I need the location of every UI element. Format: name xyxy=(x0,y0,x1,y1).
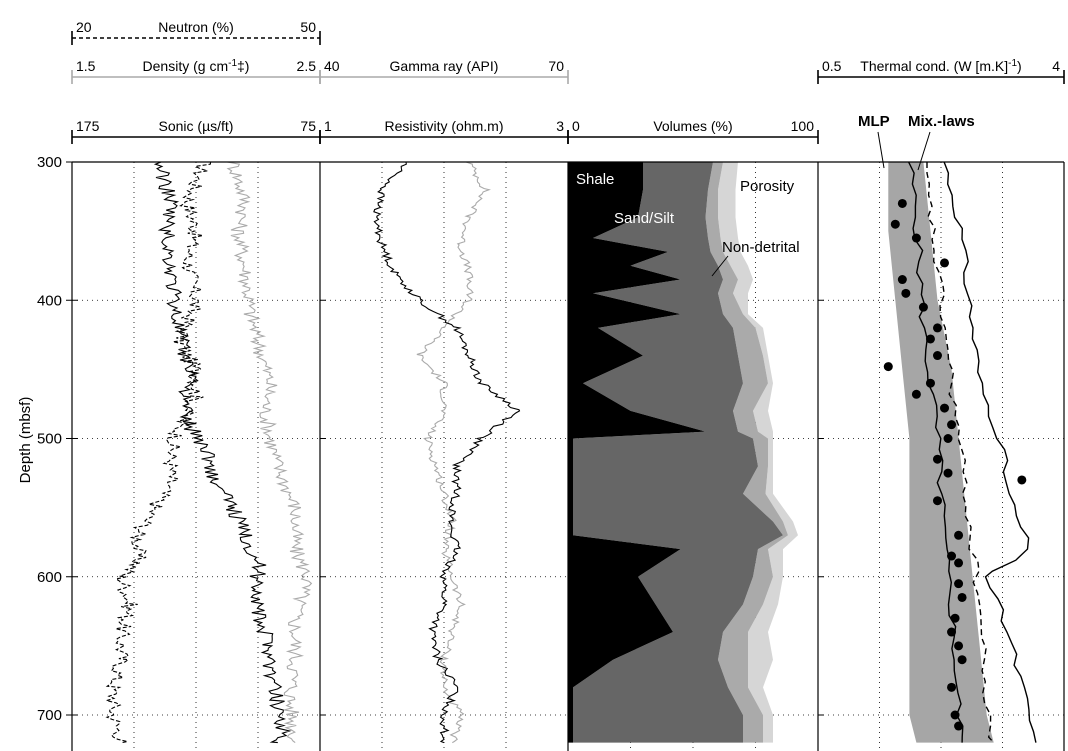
scale-min-label: 0 xyxy=(572,118,580,134)
measured-conductivity-point xyxy=(940,258,950,268)
sand-silt-label: Sand/Silt xyxy=(614,210,675,227)
measured-conductivity-point xyxy=(950,613,960,623)
density-curve xyxy=(226,162,313,744)
depth-axis: Depth (mbsf) 300 400 500 600 700 xyxy=(17,154,72,724)
scale-min-label: 1.5 xyxy=(76,58,96,74)
measured-conductivity-point xyxy=(957,592,967,602)
measured-conductivity-point xyxy=(932,351,942,361)
scale-min-label: 20 xyxy=(76,19,92,35)
scale-min-label: 0.5 xyxy=(822,58,842,74)
measured-conductivity-point xyxy=(1017,475,1027,485)
measured-conductivity-point xyxy=(943,468,953,478)
porosity-label: Porosity xyxy=(740,178,795,195)
scale-max-label: 3 xyxy=(556,118,564,134)
measured-conductivity-point xyxy=(940,403,950,413)
non-detrital-area xyxy=(705,162,788,743)
scale-title: Gamma ray (API) xyxy=(390,58,499,74)
measured-conductivity-point xyxy=(947,420,957,430)
depth-tick-label: 300 xyxy=(37,154,62,171)
measured-conductivity-point xyxy=(883,362,893,372)
depth-tick-label: 400 xyxy=(37,292,62,309)
measured-conductivity-point xyxy=(925,378,935,388)
depth-tick-label: 700 xyxy=(37,707,62,724)
measured-conductivity-point xyxy=(957,655,967,665)
sonic-curve xyxy=(153,162,292,744)
measured-conductivity-point xyxy=(897,275,907,285)
scale-max-label: 75 xyxy=(300,118,316,134)
measured-conductivity-point xyxy=(954,530,964,540)
mix_dashed-curve xyxy=(926,162,995,744)
scale-max-label: 4 xyxy=(1052,58,1060,74)
non-detrital-label: Non-detrital xyxy=(722,239,800,256)
track-t1 xyxy=(104,162,313,744)
thermal-track xyxy=(883,162,1037,744)
measured-conductivity-point xyxy=(911,233,921,243)
depth-tick-label: 600 xyxy=(37,569,62,586)
measured-conductivity-point xyxy=(932,454,942,464)
measured-conductivity-point xyxy=(890,219,900,229)
mlp-leader xyxy=(877,131,885,169)
mix_solid-curve xyxy=(943,162,1037,743)
measured-conductivity-point xyxy=(901,288,911,298)
measured-conductivity-point xyxy=(947,551,957,561)
shale-label: Shale xyxy=(576,171,614,188)
measured-conductivity-point xyxy=(897,198,907,208)
scale-max-label: 2.5 xyxy=(297,58,317,74)
scale-min-label: 40 xyxy=(324,58,340,74)
measured-conductivity-point xyxy=(954,579,964,589)
mlp-uncertainty-band xyxy=(888,162,994,743)
scale-title: Thermal cond. (W [m.K]-1) xyxy=(860,58,1021,74)
scale-title: Density (g cm-1‡) xyxy=(143,58,250,74)
scale-title: Sonic (µs/ft) xyxy=(159,118,234,134)
scale-title: Neutron (%) xyxy=(158,19,233,35)
mix-laws-annotation: Mix.-laws xyxy=(908,113,975,130)
scale-max-label: 70 xyxy=(548,58,564,74)
mlp-curve xyxy=(907,162,964,743)
measured-conductivity-point xyxy=(947,627,957,637)
mix-laws-leader xyxy=(917,131,931,171)
gamma-curve xyxy=(416,162,491,744)
measured-conductivity-point xyxy=(954,558,964,568)
scale-title: Resistivity (ohm.m) xyxy=(384,118,503,134)
measured-conductivity-point xyxy=(954,641,964,651)
volumes-track xyxy=(568,162,798,743)
measured-conductivity-point xyxy=(932,496,942,506)
depth-axis-label: Depth (mbsf) xyxy=(17,397,34,484)
scale-max-label: 50 xyxy=(300,19,316,35)
mlp-annotation: MLP xyxy=(858,113,890,130)
depth-tick-label: 500 xyxy=(37,431,62,448)
measured-conductivity-point xyxy=(918,302,928,312)
log-tracks: Shale Sand/Silt Porosity Non-detrital MLP Mix… xyxy=(104,113,1037,744)
measured-conductivity-point xyxy=(954,721,964,731)
resistivity-curve xyxy=(373,162,521,744)
measured-conductivity-point xyxy=(911,389,921,399)
neutron-curve xyxy=(104,162,212,744)
scale-min-label: 1 xyxy=(324,118,332,134)
scale-max-label: 100 xyxy=(791,118,815,134)
measured-conductivity-point xyxy=(950,710,960,720)
measured-conductivity-point xyxy=(947,682,957,692)
scale-min-label: 175 xyxy=(76,118,100,134)
scale-title: Volumes (%) xyxy=(653,118,732,134)
measured-conductivity-point xyxy=(932,323,942,333)
non-detrital-leader xyxy=(711,255,729,277)
sand-silt-area xyxy=(573,162,783,743)
measured-conductivity-point xyxy=(943,434,953,443)
porosity-area xyxy=(718,162,798,743)
measured-conductivity-point xyxy=(925,334,935,344)
track-t2 xyxy=(373,162,521,744)
shale-area xyxy=(568,162,706,743)
